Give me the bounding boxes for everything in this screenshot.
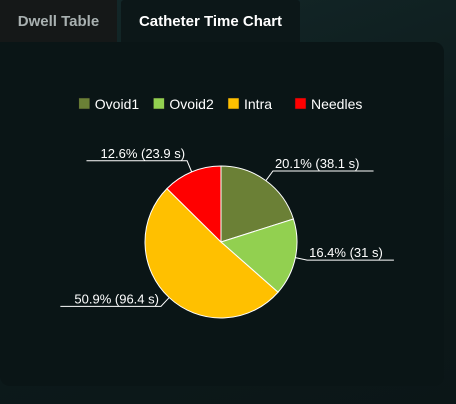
data-label-ovoid1: 20.1% (38.1 s) [275, 156, 360, 171]
data-label-needles: 12.6% (23.9 s) [101, 146, 186, 161]
legend-label-ovoid2: Ovoid2 [169, 96, 214, 112]
legend-swatch-needles [294, 97, 307, 110]
tab-dwell-table[interactable]: Dwell Table [0, 0, 117, 42]
legend-label-ovoid1: Ovoid1 [95, 96, 140, 112]
chart-legend: Ovoid1 Ovoid2 Intra Needles [78, 96, 362, 112]
pie-chart: Ovoid1 Ovoid2 Intra Needles 20.1% (38.1 s) 16… [60, 96, 394, 319]
legend-swatch-ovoid2 [153, 97, 165, 110]
pie-slice-ovoid2 [220, 218, 298, 293]
tab-bar: Dwell Table Catheter Time Chart [0, 0, 456, 42]
leader-line-intra [60, 297, 170, 307]
legend-label-needles: Needles [311, 96, 362, 112]
leader-line-needles [86, 160, 193, 173]
data-label-intra: 50.9% (96.4 s) [74, 291, 159, 306]
pie-slices [144, 165, 298, 319]
pie-labels: 20.1% (38.1 s) 16.4% (31 s) 50.9% (96.4 s)… [60, 146, 394, 307]
pie-slice-needles [166, 165, 222, 244]
leader-line-ovoid1 [265, 170, 374, 181]
legend-swatch-ovoid1 [78, 97, 91, 110]
pie-slice-ovoid1 [220, 165, 295, 243]
legend-label-intra: Intra [244, 96, 272, 112]
data-label-ovoid2: 16.4% (31 s) [309, 245, 383, 260]
chart-panel: Ovoid1 Ovoid2 Intra Needles 20.1% (38.1 s) 16… [0, 42, 444, 386]
legend-swatch-intra [227, 97, 240, 110]
tab-catheter-time-chart[interactable]: Catheter Time Chart [121, 0, 300, 42]
leader-line-ovoid2 [295, 257, 394, 261]
